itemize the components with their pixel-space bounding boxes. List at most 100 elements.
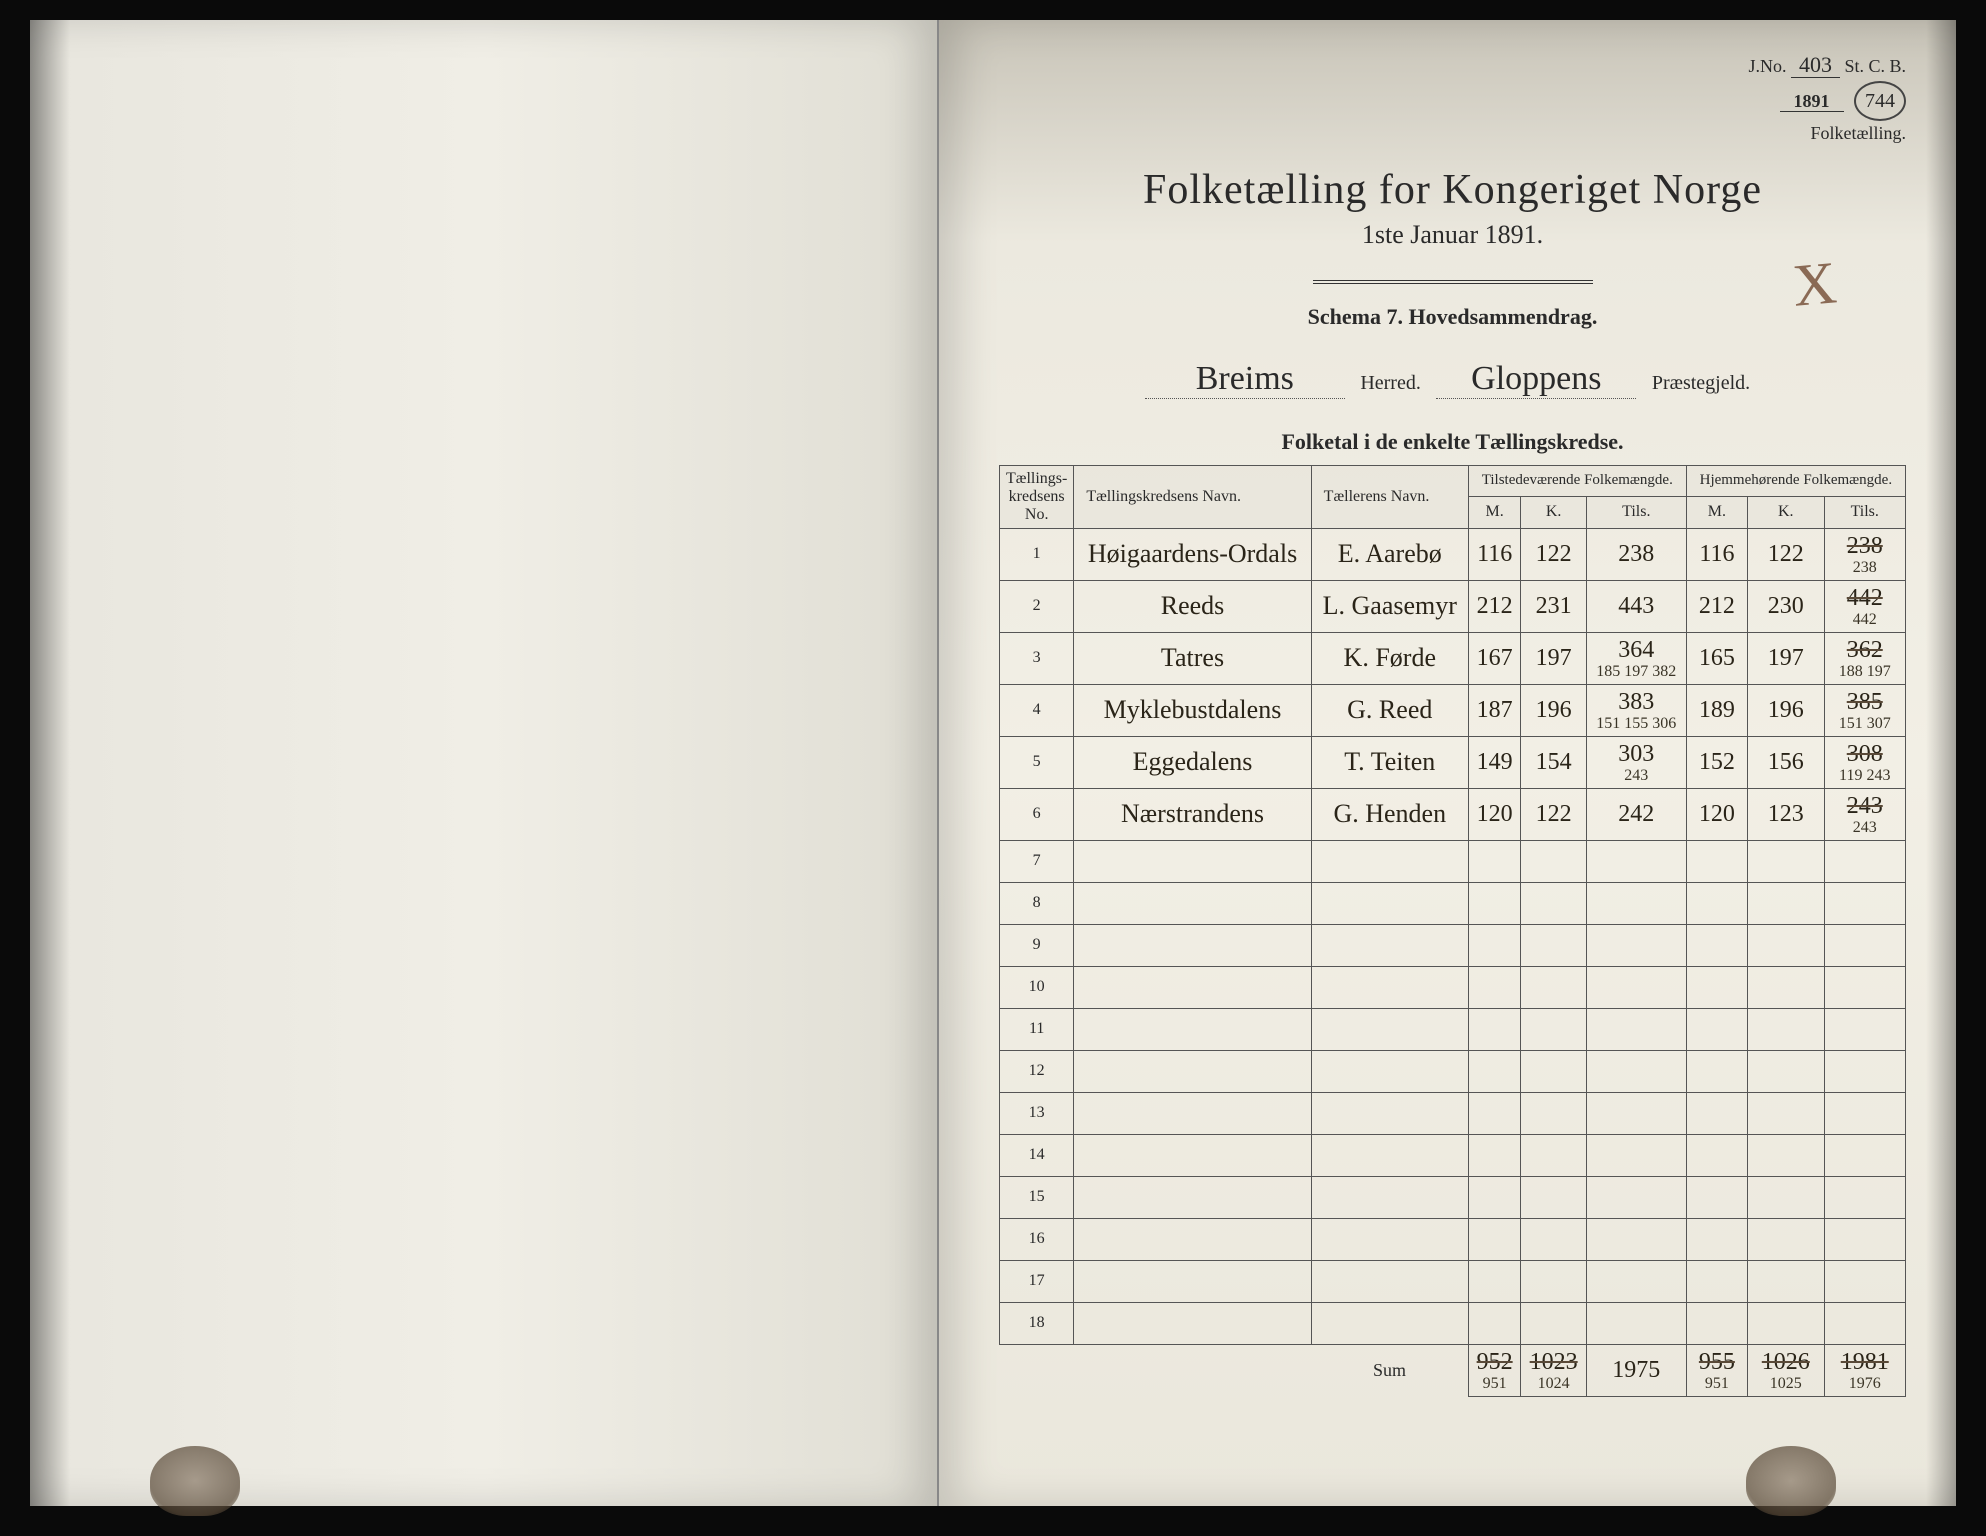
table-row-empty: 11 — [1000, 1008, 1906, 1050]
table-row-empty: 16 — [1000, 1218, 1906, 1260]
row-no: 16 — [1000, 1218, 1074, 1260]
taeller-name: E. Aarebø — [1311, 528, 1468, 580]
tk: 197 — [1521, 632, 1586, 684]
x-pencil-mark: X — [1790, 248, 1839, 321]
tk: 154 — [1521, 736, 1586, 788]
herred-line: Breims Herred. Gloppens Præstegjeld. — [999, 360, 1906, 399]
hm: 212 — [1686, 580, 1747, 632]
kreds-name: Nærstrandens — [1074, 788, 1311, 840]
page-subtitle: 1ste Januar 1891. — [999, 220, 1906, 250]
tt: 364185 197 382 — [1586, 632, 1686, 684]
kreds-name: Høigaardens-Ordals — [1074, 528, 1311, 580]
col-kreds: Tællingskredsens Navn. — [1074, 465, 1311, 528]
ht: 362188 197 — [1824, 632, 1906, 684]
schema-line: Schema 7. Hovedsammendrag. — [999, 304, 1906, 330]
col-tk: K. — [1521, 496, 1586, 528]
hk: 196 — [1748, 684, 1824, 736]
thumb-shadow — [150, 1446, 240, 1516]
taeller-name: G. Reed — [1311, 684, 1468, 736]
folketelling-label: Folketælling. — [1810, 123, 1906, 143]
left-page — [30, 20, 939, 1506]
top-metadata: J.No. 403 St. C. B. 1891 744 Folketællin… — [999, 50, 1906, 146]
col-hm: M. — [1686, 496, 1747, 528]
row-no: 8 — [1000, 882, 1074, 924]
hm: 189 — [1686, 684, 1747, 736]
col-hjemme: Hjemmehørende Folkemængde. — [1686, 465, 1905, 496]
table-row-empty: 13 — [1000, 1092, 1906, 1134]
thumb-shadow — [1746, 1446, 1836, 1516]
census-table: Tællings- kredsens No. Tællingskredsens … — [999, 465, 1906, 1397]
row-no: 11 — [1000, 1008, 1074, 1050]
ht: 238238 — [1824, 528, 1906, 580]
kreds-name: Tatres — [1074, 632, 1311, 684]
tt: 443 — [1586, 580, 1686, 632]
row-no: 6 — [1000, 788, 1074, 840]
table-row: 4MyklebustdalensG. Reed187196383151 155 … — [1000, 684, 1906, 736]
table-row-empty: 7 — [1000, 840, 1906, 882]
table-row-empty: 10 — [1000, 966, 1906, 1008]
tm: 116 — [1468, 528, 1521, 580]
tk: 122 — [1521, 528, 1586, 580]
tm: 149 — [1468, 736, 1521, 788]
jno-value: 403 — [1791, 52, 1840, 78]
taeller-name: G. Henden — [1311, 788, 1468, 840]
table-row-empty: 14 — [1000, 1134, 1906, 1176]
table-row: 5EggedalensT. Teiten14915430324315215630… — [1000, 736, 1906, 788]
table-row-empty: 12 — [1000, 1050, 1906, 1092]
ht: 243243 — [1824, 788, 1906, 840]
sum-tk: 10231024 — [1521, 1344, 1586, 1396]
table-row: 1Høigaardens-OrdalsE. Aarebø116122238116… — [1000, 528, 1906, 580]
tm: 187 — [1468, 684, 1521, 736]
row-no: 13 — [1000, 1092, 1074, 1134]
col-tt: Tils. — [1586, 496, 1686, 528]
table-row-empty: 9 — [1000, 924, 1906, 966]
kreds-name: Reeds — [1074, 580, 1311, 632]
row-no: 18 — [1000, 1302, 1074, 1344]
kreds-name: Eggedalens — [1074, 736, 1311, 788]
row-no: 3 — [1000, 632, 1074, 684]
tt: 238 — [1586, 528, 1686, 580]
stcb-label: St. C. B. — [1844, 56, 1906, 76]
tk: 196 — [1521, 684, 1586, 736]
col-ht: Tils. — [1824, 496, 1906, 528]
row-no: 4 — [1000, 684, 1074, 736]
row-no: 14 — [1000, 1134, 1074, 1176]
title-rule — [1313, 280, 1593, 284]
hk: 122 — [1748, 528, 1824, 580]
sum-tm: 952951 — [1468, 1344, 1521, 1396]
hm: 116 — [1686, 528, 1747, 580]
table-row-empty: 15 — [1000, 1176, 1906, 1218]
row-no: 7 — [1000, 840, 1074, 882]
tt: 383151 155 306 — [1586, 684, 1686, 736]
tt: 242 — [1586, 788, 1686, 840]
sum-row: Sum9529511023102419759559511026102519811… — [1000, 1344, 1906, 1396]
tm: 212 — [1468, 580, 1521, 632]
row-no: 17 — [1000, 1260, 1074, 1302]
taeller-name: L. Gaasemyr — [1311, 580, 1468, 632]
sum-ht: 19811976 — [1824, 1344, 1906, 1396]
praestegjeld-label: Præstegjeld. — [1642, 372, 1760, 394]
hk: 123 — [1748, 788, 1824, 840]
hm: 152 — [1686, 736, 1747, 788]
row-no: 2 — [1000, 580, 1074, 632]
table-title: Folketal i de enkelte Tællingskredse. — [999, 429, 1906, 455]
sum-label: Sum — [1311, 1344, 1468, 1396]
col-no: Tællings- kredsens No. — [1000, 465, 1074, 528]
hk: 197 — [1748, 632, 1824, 684]
right-page: J.No. 403 St. C. B. 1891 744 Folketællin… — [939, 20, 1956, 1506]
table-row: 6NærstrandensG. Henden120122242120123243… — [1000, 788, 1906, 840]
row-no: 1 — [1000, 528, 1074, 580]
table-row: 2ReedsL. Gaasemyr212231443212230442442 — [1000, 580, 1906, 632]
table-row-empty: 17 — [1000, 1260, 1906, 1302]
hm: 165 — [1686, 632, 1747, 684]
ht: 442442 — [1824, 580, 1906, 632]
table-row: 3TatresK. Førde167197364185 197 38216519… — [1000, 632, 1906, 684]
table-row-empty: 8 — [1000, 882, 1906, 924]
year: 1891 — [1780, 91, 1844, 112]
col-tm: M. — [1468, 496, 1521, 528]
taeller-name: K. Førde — [1311, 632, 1468, 684]
col-taeller: Tællerens Navn. — [1311, 465, 1468, 528]
praestegjeld-value: Gloppens — [1436, 360, 1636, 399]
tk: 231 — [1521, 580, 1586, 632]
sum-hk: 10261025 — [1748, 1344, 1824, 1396]
